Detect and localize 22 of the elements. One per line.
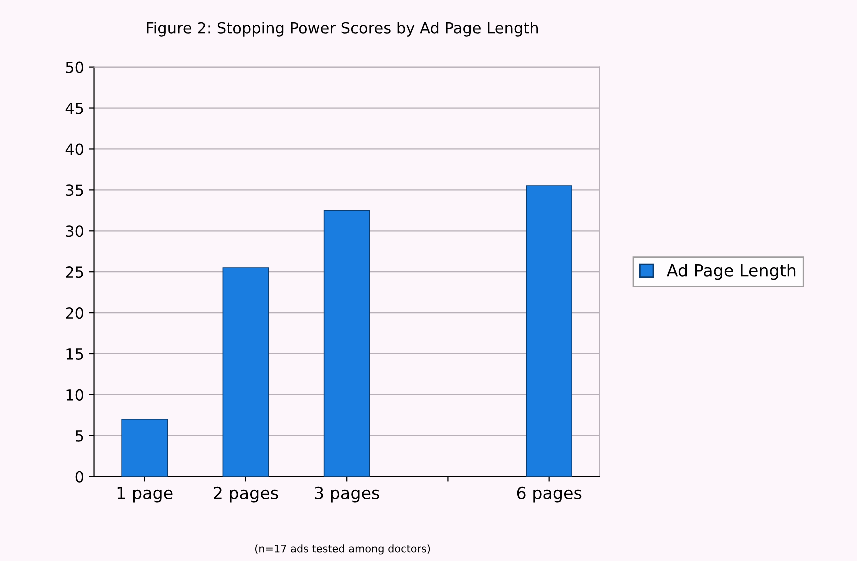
y-tick-label: 0 xyxy=(76,471,84,483)
y-tick-label: 25 xyxy=(66,266,84,278)
y-tick-label: 50 xyxy=(66,62,84,74)
text: (n=17 ads tested among doctors) xyxy=(255,544,430,555)
bar xyxy=(526,186,573,477)
y-tick-label: 15 xyxy=(66,348,84,360)
x-tick-label: 3 pages xyxy=(315,486,380,503)
x-tick-label: 6 pages xyxy=(517,486,582,503)
x-tick-label: 1 page xyxy=(118,487,173,503)
y-tick-label: 20 xyxy=(66,308,84,320)
legend-label: Ad Page Length xyxy=(666,264,796,280)
bar xyxy=(324,210,370,477)
bar xyxy=(222,268,270,477)
y-tick-label: 5 xyxy=(76,430,84,442)
y-tick-label: 45 xyxy=(66,102,84,114)
x-tick-label: 2 pages xyxy=(214,486,278,503)
y-tick-label: 35 xyxy=(66,184,84,196)
chart-title: Figure 2: Stopping Power Scores by Ad Page Length xyxy=(147,22,538,37)
y-tick-label: 10 xyxy=(66,389,84,401)
y-tick-label: 40 xyxy=(66,144,84,156)
y-tick-label: 30 xyxy=(66,226,84,238)
bar xyxy=(122,419,168,477)
